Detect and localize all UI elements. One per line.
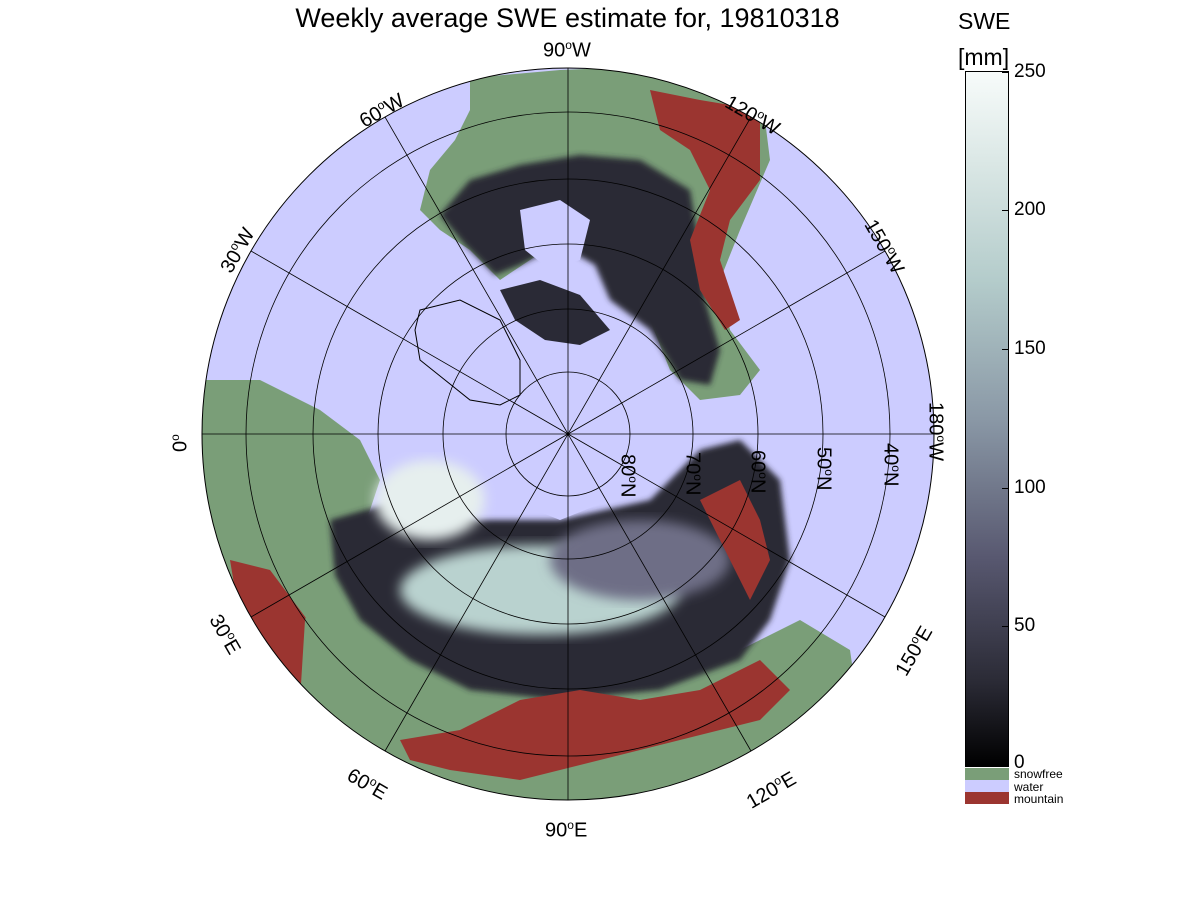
colorbar-tick-0: 0	[1014, 752, 1025, 773]
colorbar-title-line1: SWE	[958, 8, 1011, 34]
graticule	[202, 68, 934, 800]
colorbar-tick-50: 50	[1014, 615, 1036, 636]
lat-label-50n: 50oN	[812, 447, 836, 491]
colorbar-title-line2: [mm]	[958, 44, 1010, 70]
lon-label-180w: 180oW	[924, 402, 948, 461]
legend-swatch-mountain	[965, 792, 1009, 804]
tickmark-50	[1002, 626, 1009, 627]
mountains-east-siberia	[700, 480, 770, 600]
lon-label-90w: 90oW	[543, 38, 591, 62]
colorbar-tick-150: 150	[1014, 338, 1046, 359]
greenland-outline	[414, 299, 521, 406]
lat-label-80n: 80oN	[616, 454, 640, 498]
lat-label-40n: 40oN	[879, 443, 903, 487]
polar-map	[201, 67, 935, 801]
snow-high-scandinavia	[375, 460, 485, 540]
colorbar-title: SWE [mm]	[958, 3, 1010, 75]
map-title: Weekly average SWE estimate for, 1981031…	[295, 3, 840, 33]
tickmark-200	[1002, 210, 1009, 211]
lon-label-0: 0o	[168, 434, 192, 452]
snow-north-america	[440, 155, 720, 385]
arctic-islands	[500, 280, 610, 345]
colorbar-tick-250: 250	[1014, 61, 1046, 82]
mountains-rockies	[650, 90, 760, 330]
legend-swatch-snowfree	[965, 768, 1009, 780]
lat-label-60n: 60oN	[746, 450, 770, 494]
legend-label-mountain: mountain	[1014, 792, 1064, 806]
lon-label-90e: 90oE	[545, 818, 588, 842]
tickmark-250	[1002, 72, 1009, 73]
legend-swatch-water	[965, 780, 1009, 792]
snow-mid-siberia	[550, 520, 730, 600]
tickmark-150	[1002, 349, 1009, 350]
colorbar-tick-200: 200	[1014, 199, 1046, 220]
hudson-bay	[520, 200, 590, 270]
map-border	[201, 67, 935, 801]
legend-label-snowfree: snowfree	[1014, 767, 1063, 781]
colorbar-tick-100: 100	[1014, 477, 1046, 498]
legend-label-water: water	[1014, 780, 1044, 794]
lat-label-70n: 70oN	[681, 452, 705, 496]
arctic-ocean-inner	[490, 395, 640, 520]
mountains-asia	[400, 660, 790, 780]
colorbar-gradient	[965, 71, 1009, 767]
tickmark-100	[1002, 488, 1009, 489]
